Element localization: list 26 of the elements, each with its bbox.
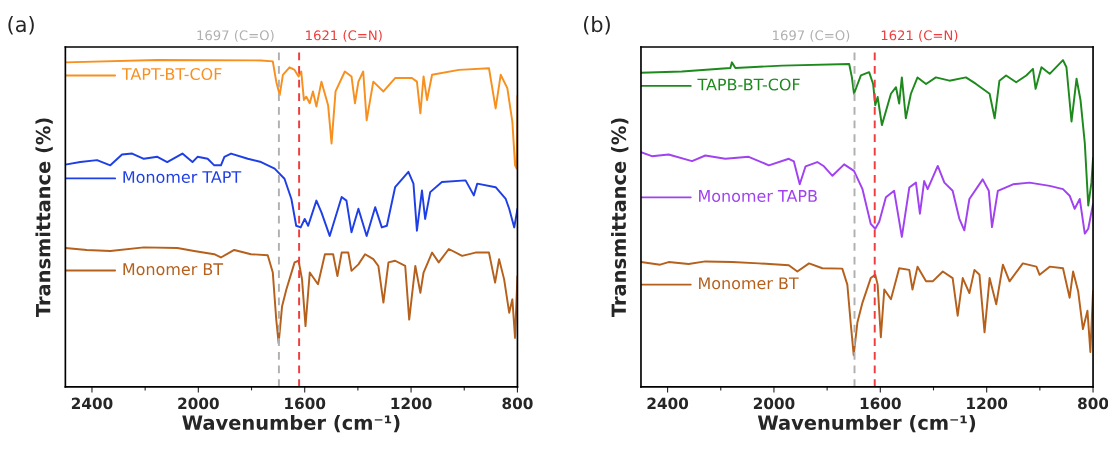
x-axis-title: Wavenumber (cm⁻¹) — [757, 414, 976, 433]
ref-line-label: 1621 (C=N) — [881, 30, 958, 42]
ref-line-label: 1621 (C=N) — [306, 30, 382, 42]
x-tick-label: 800 — [502, 397, 533, 410]
chart-title: (b) — [584, 16, 610, 35]
chart-title: (a) — [8, 16, 34, 35]
x-tick-label: 1200 — [391, 397, 432, 410]
x-tick-label: 2400 — [71, 397, 113, 410]
x-tick-label: 2000 — [178, 397, 219, 410]
x-tick-label: 1600 — [860, 397, 901, 410]
legend-label: Monomer TAPB — [699, 190, 817, 202]
y-axis-title: Transmittance (%) — [611, 118, 629, 318]
y-axis-title: Transmittance (%) — [35, 118, 53, 318]
legend-label: Monomer BT — [699, 277, 799, 290]
legend-label: Monomer BT — [123, 263, 224, 276]
x-tick-label: 2400 — [647, 397, 689, 410]
ref-line-label: 1697 (C=O) — [773, 30, 850, 42]
x-tick-label: 1200 — [967, 397, 1008, 410]
legend-label: TAPT-BT-COF — [121, 68, 222, 81]
x-tick-label: 800 — [1078, 397, 1108, 410]
ref-line-label: 1697 (C=O) — [197, 30, 274, 42]
x-tick-label: 2000 — [753, 397, 795, 410]
x-axis-title: Wavenumber (cm⁻¹) — [182, 414, 400, 433]
x-tick-label: 1600 — [285, 397, 326, 410]
legend-label: Monomer TAPT — [123, 171, 242, 184]
legend-label: TAPB-BT-COF — [697, 78, 800, 91]
